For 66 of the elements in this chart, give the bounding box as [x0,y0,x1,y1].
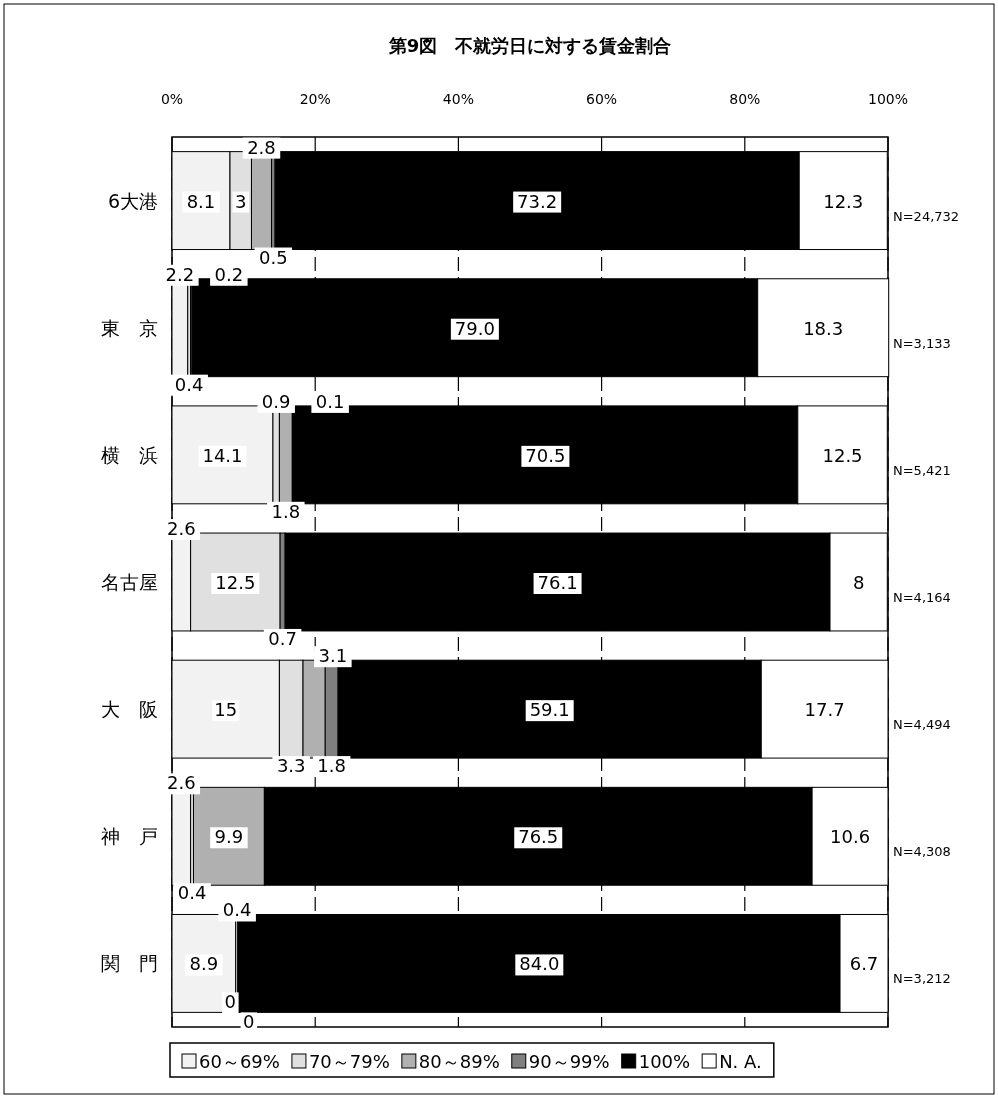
data-label: 0.4 [222,899,252,921]
x-tick-label: 100% [867,91,909,107]
data-label: 17.7 [804,699,845,721]
chart-title: 第9図 不就労日に対する賃金割合 [387,35,672,56]
data-label: 2.2 [165,263,195,285]
data-label: 6.7 [849,953,879,975]
data-label: 9.9 [214,826,244,848]
text: N=4,494 [893,717,951,733]
legend-label: 80～89% [418,1051,500,1072]
text: N=5,421 [893,462,951,478]
data-label: 0.1 [315,390,345,412]
x-tick-label: 80% [729,91,761,107]
data-label: 76.1 [537,572,578,593]
data-label: 2.8 [247,136,276,158]
text: N=24,732 [893,208,960,224]
data-label: 12.5 [822,444,863,466]
text: N=3,133 [893,335,951,351]
legend-label: 60～69% [199,1051,280,1072]
legend-label: 70～79% [308,1051,390,1072]
data-label: 79.0 [454,317,495,339]
text: N=4,164 [893,590,951,605]
legend-label: 100% [638,1051,691,1072]
data-label: 0.4 [174,373,204,395]
data-label: 15 [214,699,238,721]
data-label: 14.1 [202,444,243,466]
data-label: 0.5 [258,246,288,268]
y-tick-label: 東 京 [101,316,158,339]
y-tick-label: 名古屋 [101,571,158,593]
data-label: 3.3 [276,755,306,777]
data-label: 0 [243,1011,255,1033]
y-tick-label: 6大港 [107,189,158,212]
x-tick-label: 20% [299,91,331,107]
data-label: 8 [852,572,865,593]
data-label: 73.2 [517,190,558,212]
y-tick-label: 関 門 [101,952,158,975]
data-label: 3 [235,190,247,212]
data-label: 18.3 [803,317,844,339]
data-label: 0 [224,991,237,1013]
data-label: 8.1 [186,190,216,212]
data-label: 0.9 [261,390,291,412]
text: N=3,212 [893,971,951,987]
data-label: 12.3 [823,190,864,212]
text: N=4,308 [893,844,951,860]
data-label: 0.7 [268,627,297,649]
data-label: 1.8 [317,755,346,777]
legend-label: N. A. [719,1051,762,1072]
x-tick-label: 40% [442,91,474,107]
x-tick-label: 0% [160,91,184,107]
data-label: 76.5 [518,826,559,848]
data-label: 2.6 [166,518,196,540]
data-label: 0.4 [177,882,207,904]
data-label: 1.8 [271,500,301,522]
legend-label: 90～99% [528,1051,610,1072]
data-label: 59.1 [529,699,570,721]
y-tick-label: 大 阪 [101,698,158,721]
data-label: 70.5 [525,444,566,466]
y-tick-label: 横 浜 [101,443,158,466]
y-tick-label: 神 戸 [101,825,158,848]
data-label: 12.5 [215,572,256,593]
data-label: 2.6 [166,772,196,794]
data-label: 84.0 [519,953,560,975]
x-tick-label: 60% [586,91,618,107]
data-label: 0.2 [214,263,244,285]
data-label: 10.6 [830,826,871,848]
data-label: 3.1 [318,645,348,667]
data-label: 8.9 [189,953,219,975]
